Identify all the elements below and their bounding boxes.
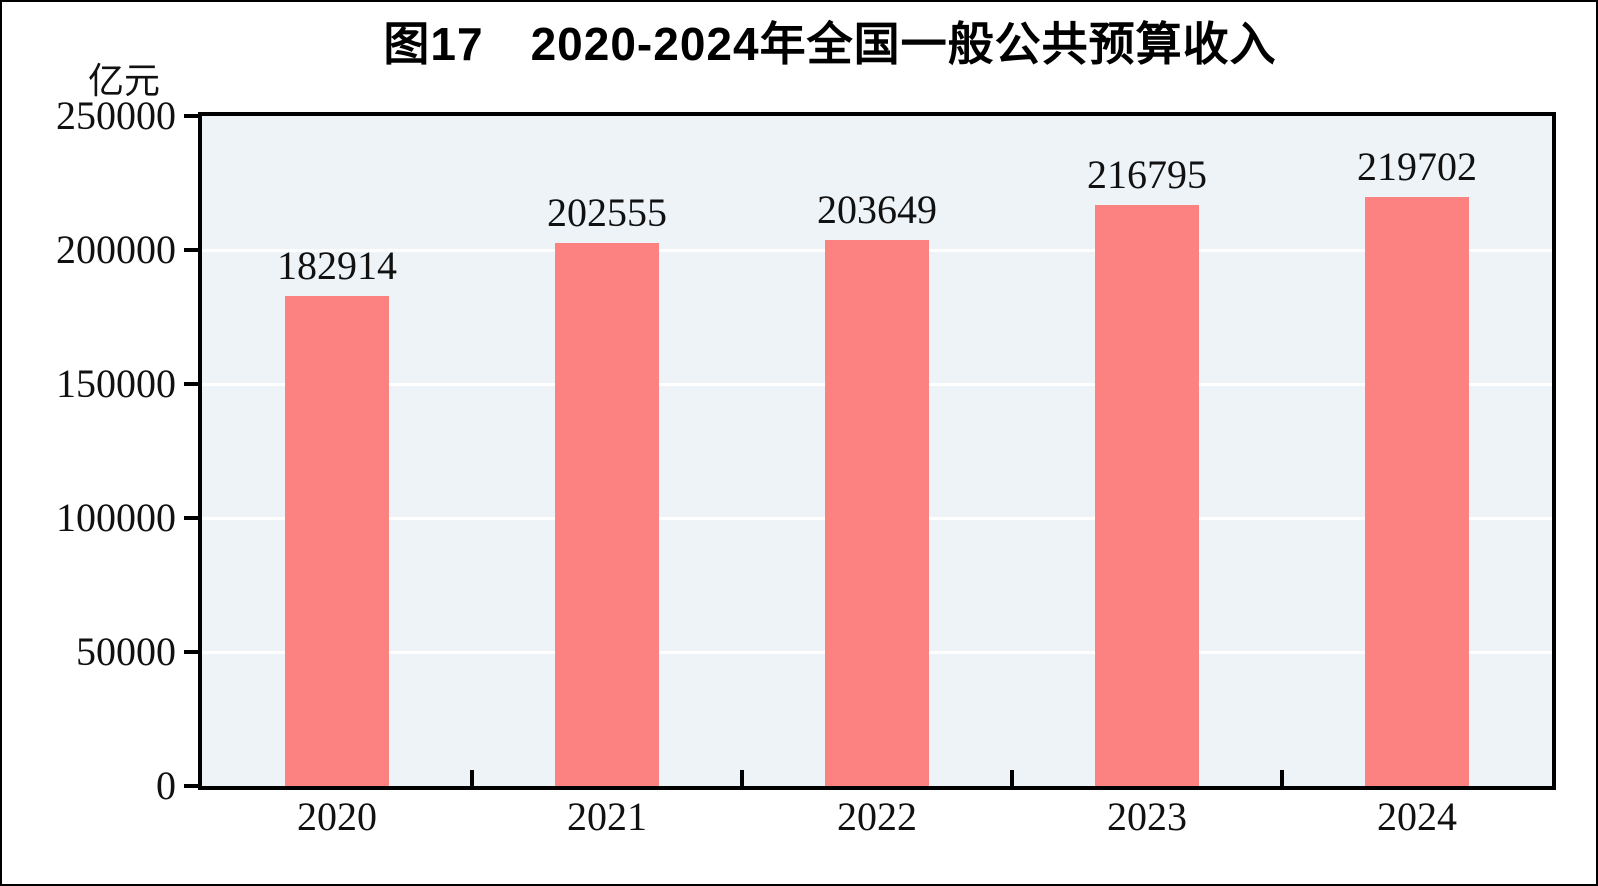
bar — [285, 295, 389, 786]
y-axis-tick — [184, 382, 202, 386]
x-axis-label: 2021 — [567, 794, 647, 839]
bar-value-label: 219702 — [1357, 144, 1477, 190]
y-axis-tick — [184, 248, 202, 252]
y-axis-tick-label: 150000 — [56, 361, 176, 406]
y-axis-tick — [184, 114, 202, 118]
bar — [1095, 205, 1199, 786]
y-axis-tick-label: 250000 — [56, 93, 176, 138]
y-axis-tick-label: 100000 — [56, 495, 176, 540]
x-axis-label: 2020 — [297, 794, 377, 839]
x-axis-tick — [1280, 770, 1284, 786]
bar-value-label: 203649 — [817, 187, 937, 233]
x-axis-label: 2022 — [837, 794, 917, 839]
x-axis-tick — [740, 770, 744, 786]
x-axis-tick — [1010, 770, 1014, 786]
chart-title: 图17 2020-2024年全国一般公共预算收入 — [383, 18, 1277, 70]
y-axis-tick-label: 200000 — [56, 227, 176, 272]
bar — [825, 240, 929, 786]
y-axis-tick-label: 0 — [156, 763, 176, 808]
bar — [1365, 197, 1469, 786]
bar-value-label: 202555 — [547, 190, 667, 236]
x-axis-tick — [470, 770, 474, 786]
y-axis-tick — [184, 516, 202, 520]
y-axis-unit-label: 亿元 — [88, 61, 161, 101]
bar-value-label: 216795 — [1087, 152, 1207, 197]
y-axis-tick-label: 50000 — [76, 629, 176, 674]
bar-value-label: 182914 — [277, 242, 397, 288]
y-axis-tick — [184, 784, 202, 788]
bar — [555, 243, 659, 786]
y-axis-tick — [184, 650, 202, 654]
x-axis-label: 2023 — [1107, 794, 1187, 839]
plot-area: 182914 202555 203649 216795 219702 — [198, 112, 1556, 790]
x-axis-label: 2024 — [1377, 794, 1457, 839]
